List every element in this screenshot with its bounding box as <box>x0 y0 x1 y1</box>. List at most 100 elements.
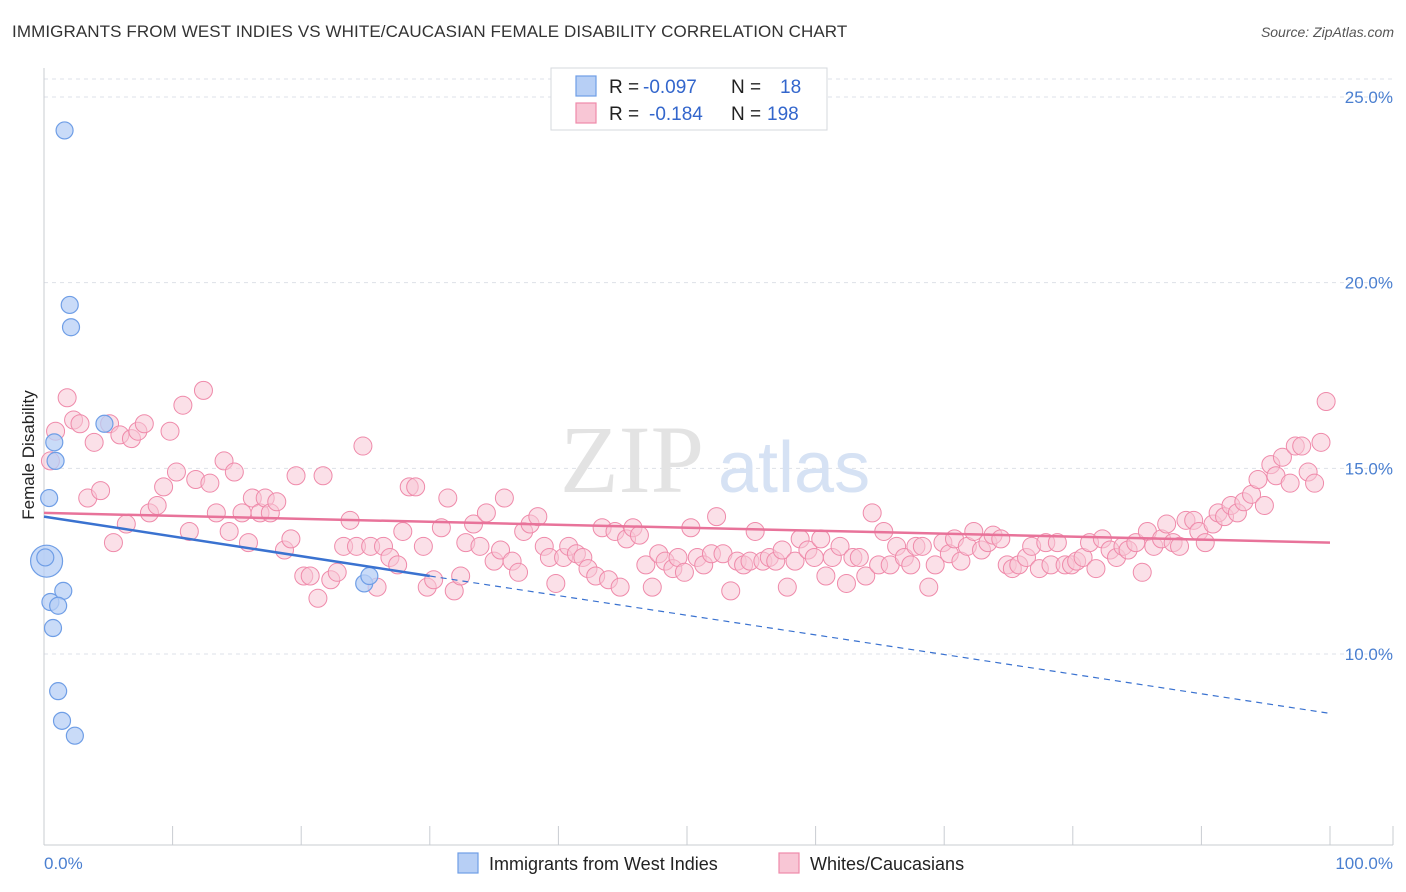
pink-point <box>919 577 939 597</box>
pink-point <box>925 555 945 575</box>
pink-point <box>424 570 444 590</box>
y-tick-labels: 10.0% 15.0% 20.0% 25.0% <box>1345 88 1393 664</box>
blue-trend-extension <box>429 575 1331 715</box>
pink-point <box>1292 436 1312 456</box>
pink-point <box>1157 514 1177 534</box>
pink-point <box>546 573 566 593</box>
x-tick-label-max: 100.0% <box>1335 854 1393 873</box>
pink-point <box>1086 559 1106 579</box>
pink-point <box>528 507 548 527</box>
stats-legend: R = -0.097 N = 18 R = -0.184 N = 198 <box>550 67 828 131</box>
pink-point <box>393 521 413 541</box>
pink-point <box>438 488 458 508</box>
pink-point <box>166 462 186 482</box>
watermark: ZIP atlas <box>560 406 870 513</box>
blue-point <box>45 433 64 452</box>
pink-point <box>1195 533 1215 553</box>
blue-point <box>52 711 72 730</box>
blue-point <box>60 295 79 315</box>
pink-point <box>745 521 765 541</box>
pink-point <box>219 521 239 541</box>
pink-point <box>862 503 882 523</box>
pink-point <box>1254 495 1274 515</box>
pink-point <box>674 562 694 582</box>
pink-point <box>200 473 220 493</box>
pink-point <box>193 380 213 400</box>
y-tick-label: 20.0% <box>1345 274 1393 293</box>
pink-point <box>836 573 856 593</box>
pink-point <box>707 507 727 527</box>
pink-point <box>413 536 433 556</box>
pink-point <box>281 529 301 549</box>
pink-point <box>785 551 805 571</box>
pink-point <box>777 577 797 597</box>
pink-point <box>772 540 792 560</box>
blue-point <box>43 618 63 638</box>
blue-point <box>46 451 65 471</box>
legend-r-value-pink: -0.184 <box>649 104 703 125</box>
pink-point <box>642 577 662 597</box>
blue-point <box>360 566 379 586</box>
pink-point <box>70 414 90 434</box>
pink-point <box>308 588 328 608</box>
legend-swatch-pink <box>575 102 597 124</box>
source-label: Source: ZipAtlas.com <box>1260 24 1394 40</box>
pink-point <box>173 395 193 415</box>
pink-point <box>84 432 104 452</box>
pink-point <box>964 521 984 541</box>
pink-point <box>353 436 373 456</box>
bottom-legend-blue-label: Immigrants from West Indies <box>489 854 718 874</box>
blue-series-points <box>29 121 379 745</box>
pink-point <box>406 477 426 497</box>
axes <box>43 68 1394 846</box>
pink-point <box>816 566 836 586</box>
pink-point <box>300 566 320 586</box>
pink-series-points <box>40 380 1336 608</box>
pink-point <box>179 521 199 541</box>
y-tick-label: 10.0% <box>1345 645 1393 664</box>
pink-point <box>206 503 226 523</box>
y-tick-label: 25.0% <box>1345 88 1393 107</box>
pink-point <box>451 566 471 586</box>
pink-point <box>1047 533 1067 553</box>
legend-n-value-pink: 198 <box>767 104 799 125</box>
x-tick-label-min: 0.0% <box>44 854 83 873</box>
blue-point <box>49 596 68 615</box>
pink-point <box>267 492 287 512</box>
blue-point <box>95 414 114 433</box>
pink-point <box>1132 562 1152 582</box>
y-axis-label: Female Disability <box>19 390 38 520</box>
pink-point <box>629 525 649 545</box>
legend-n-label-pink: N = <box>731 104 761 125</box>
pink-point <box>912 536 932 556</box>
pink-point <box>509 562 529 582</box>
pink-point <box>830 536 850 556</box>
blue-point <box>65 726 84 745</box>
legend-n-value-blue: 18 <box>780 77 801 98</box>
pink-point <box>610 577 630 597</box>
pink-point <box>856 566 876 586</box>
legend-r-value-blue: -0.097 <box>643 77 697 98</box>
bottom-swatch-blue <box>457 852 479 874</box>
pink-point <box>91 481 111 501</box>
pink-point <box>154 477 174 497</box>
pink-trend-line <box>43 511 1331 544</box>
y-tick-label: 15.0% <box>1345 459 1393 478</box>
pink-point <box>1280 473 1300 493</box>
pink-point <box>224 462 244 482</box>
pink-point <box>103 533 123 553</box>
pink-point <box>1316 391 1336 411</box>
pink-point <box>1272 447 1292 467</box>
blue-point <box>40 488 59 508</box>
pink-point <box>1305 473 1325 493</box>
watermark-zip: ZIP <box>560 406 704 513</box>
legend-r-label-pink: R = <box>609 104 639 125</box>
pink-point <box>811 529 831 549</box>
pink-point <box>1248 469 1268 489</box>
pink-point <box>327 562 347 582</box>
pink-point <box>849 547 869 567</box>
pink-point <box>636 555 656 575</box>
pink-point <box>134 414 154 434</box>
pink-point <box>804 547 824 567</box>
